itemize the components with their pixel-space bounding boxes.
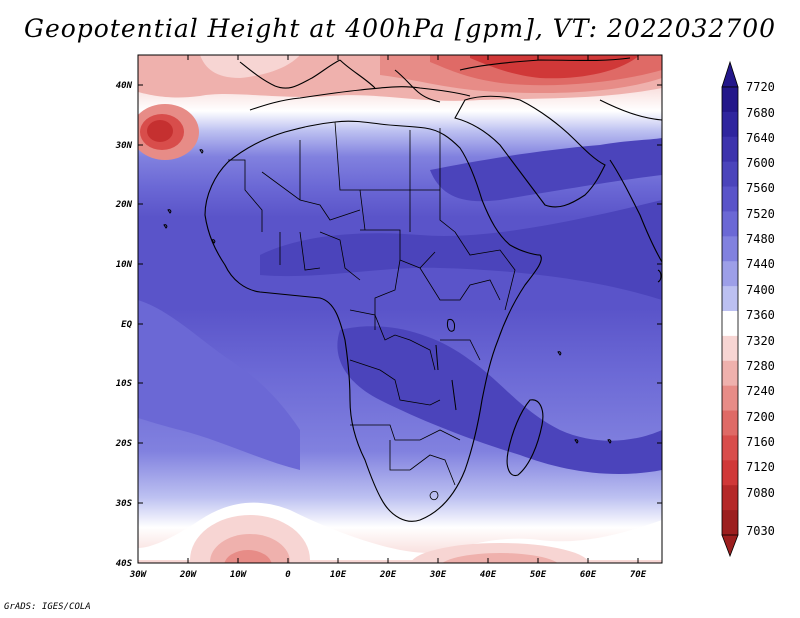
colorbar-swatch [722,311,738,337]
x-tick-label: 50E [530,570,547,580]
footer-credit: GrADS: IGES/COLA [4,602,91,612]
colorbar-label: 7200 [746,410,775,424]
colorbar-label: 7680 [746,106,775,120]
colorbar-label: 7360 [746,308,775,322]
colorbar-swatch [722,261,738,287]
colorbar-label: 7520 [746,207,775,221]
x-tick-label: 0 [285,570,291,580]
colorbar-label: 7120 [746,460,775,474]
colorbar-swatch [722,286,738,312]
x-tick-label: 60E [580,570,597,580]
x-tick-label: 70E [630,570,647,580]
y-tick-label: EQ [121,320,132,330]
y-axis: 40N 30N 20N 10N EQ 10S 20S 30S 40S [115,81,662,569]
colorbar-swatch [722,87,738,113]
coastlines [204,57,662,522]
colorbar-swatch [722,335,738,362]
colorbar-swatch [722,236,738,262]
x-tick-label: 30E [429,570,447,580]
colorbar-label: 7320 [746,334,775,348]
colorbar-label: 7720 [746,80,775,94]
y-tick-label: 20N [115,200,133,210]
y-tick-label: 20S [115,439,133,449]
colorbar-swatch [722,186,738,212]
y-tick-label: 10S [116,379,133,389]
y-tick-label: 10N [116,260,133,270]
colorbar-label: 7480 [746,232,775,246]
x-tick-label: 10E [330,570,347,580]
colorbar-label: 7080 [746,486,775,500]
colorbar-swatch [722,360,738,387]
y-tick-label: 30N [115,141,133,151]
colorbar-label: 7240 [746,384,775,398]
colorbar: 7720 7680 7640 7600 7560 7520 7480 7440 … [721,60,775,558]
colorbar-swatch [722,385,738,412]
height-field [138,55,662,563]
colorbar-swatch [722,410,738,436]
colorbar-label: 7400 [746,283,775,297]
x-tick-label: 20W [179,570,198,580]
colorbar-swatch [722,161,738,188]
y-tick-label: 40N [116,81,133,91]
page-title: Geopotential Height at 400hPa [gpm], VT:… [23,14,777,43]
colorbar-label: 7640 [746,131,775,145]
colorbar-min-arrow [721,534,739,558]
y-tick-label: 40S [116,559,133,569]
x-tick-label: 40E [480,570,497,580]
colorbar-swatch [722,510,738,536]
colorbar-label: 7440 [746,257,775,271]
colorbar-swatch [722,435,738,461]
islands-and-lakes [163,149,612,444]
colorbar-label: 7560 [746,181,775,195]
colorbar-label: 7030 [746,524,775,538]
y-tick-label: 30S [115,499,133,509]
x-axis: 30W 20W 10W 0 10E 20E 30E 40E 50E 60E 70… [129,55,647,580]
colorbar-swatch [722,485,738,511]
x-tick-label: 20E [379,570,397,580]
colorbar-swatch [722,460,738,486]
colorbar-swatch [722,136,738,163]
colorbar-swatch [722,111,738,138]
colorbar-max-arrow [721,60,739,88]
colorbar-swatch [722,211,738,237]
country-borders [228,121,516,501]
x-tick-label: 30W [129,570,148,580]
colorbar-label: 7600 [746,156,775,170]
colorbar-label: 7160 [746,435,775,449]
x-tick-label: 10W [230,570,248,580]
map-frame [137,54,663,564]
colorbar-label: 7280 [746,359,775,373]
